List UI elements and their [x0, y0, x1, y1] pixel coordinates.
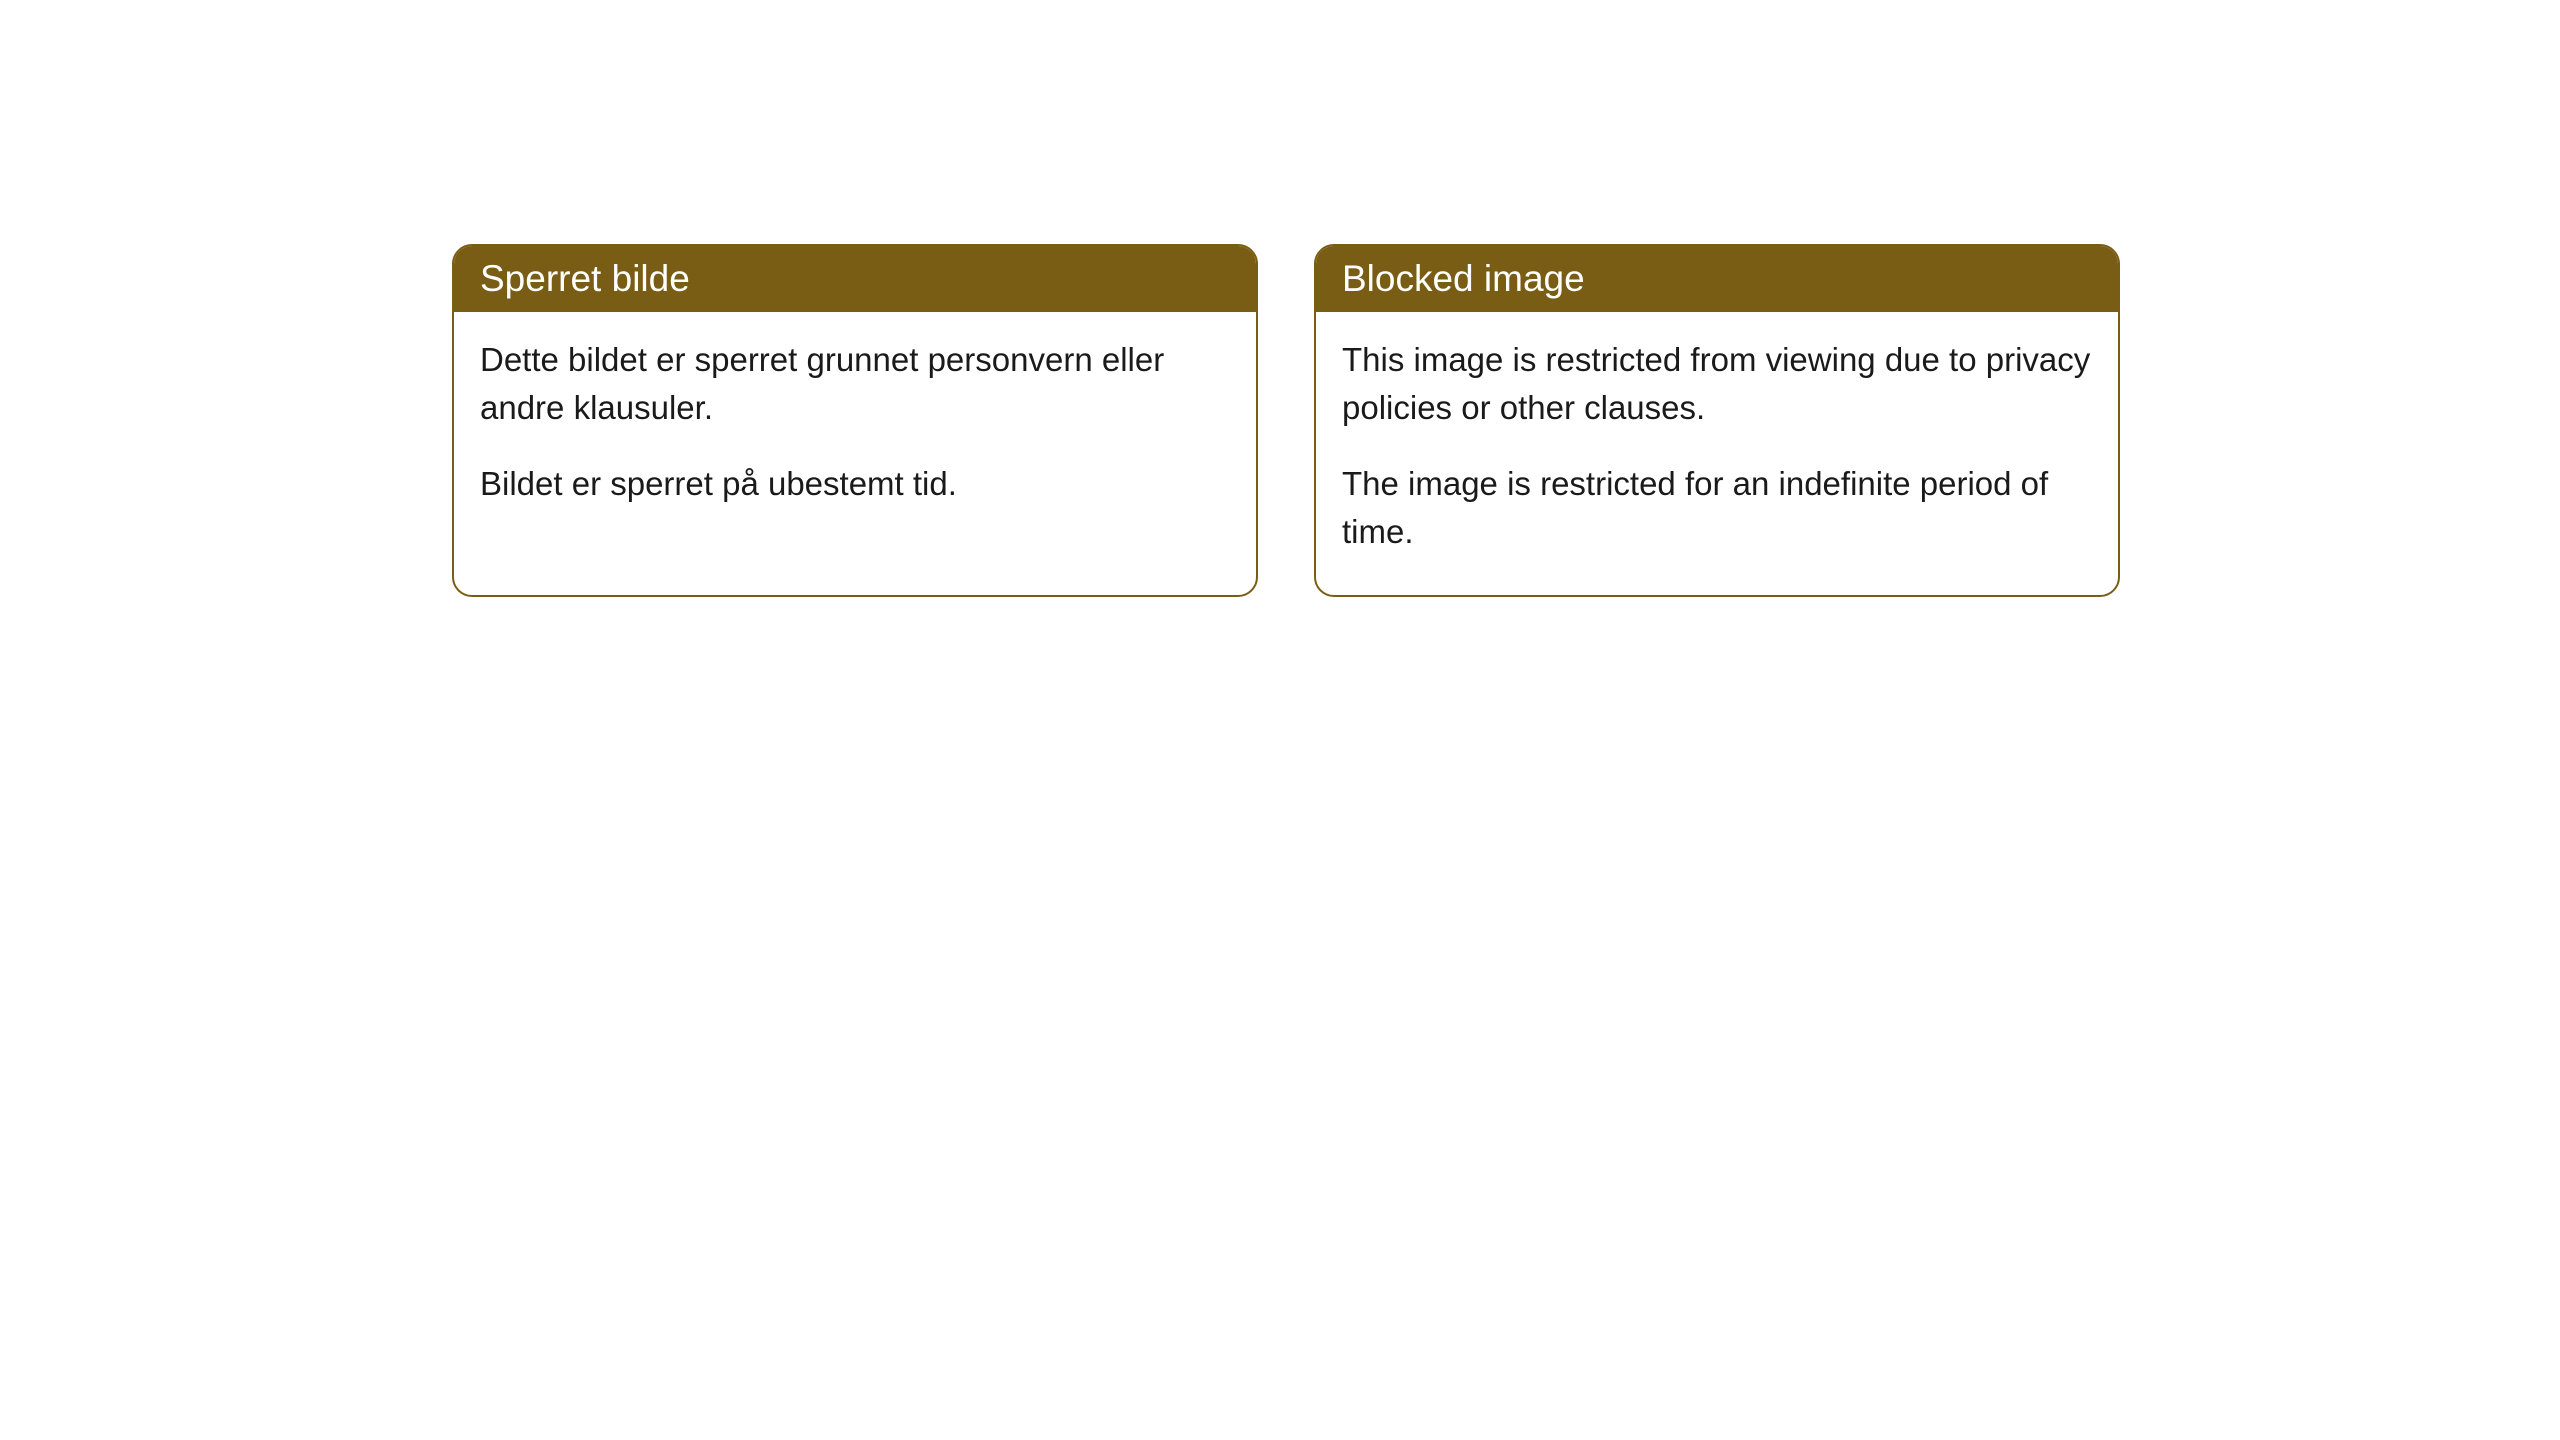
notice-container: Sperret bilde Dette bildet er sperret gr… — [452, 244, 2120, 597]
card-body-en: This image is restricted from viewing du… — [1316, 312, 2118, 595]
card-header-no: Sperret bilde — [454, 246, 1256, 312]
card-paragraph-no-2: Bildet er sperret på ubestemt tid. — [480, 460, 1230, 508]
card-paragraph-en-2: The image is restricted for an indefinit… — [1342, 460, 2092, 556]
card-body-no: Dette bildet er sperret grunnet personve… — [454, 312, 1256, 548]
card-paragraph-en-1: This image is restricted from viewing du… — [1342, 336, 2092, 432]
card-paragraph-no-1: Dette bildet er sperret grunnet personve… — [480, 336, 1230, 432]
card-header-en: Blocked image — [1316, 246, 2118, 312]
blocked-image-card-en: Blocked image This image is restricted f… — [1314, 244, 2120, 597]
blocked-image-card-no: Sperret bilde Dette bildet er sperret gr… — [452, 244, 1258, 597]
